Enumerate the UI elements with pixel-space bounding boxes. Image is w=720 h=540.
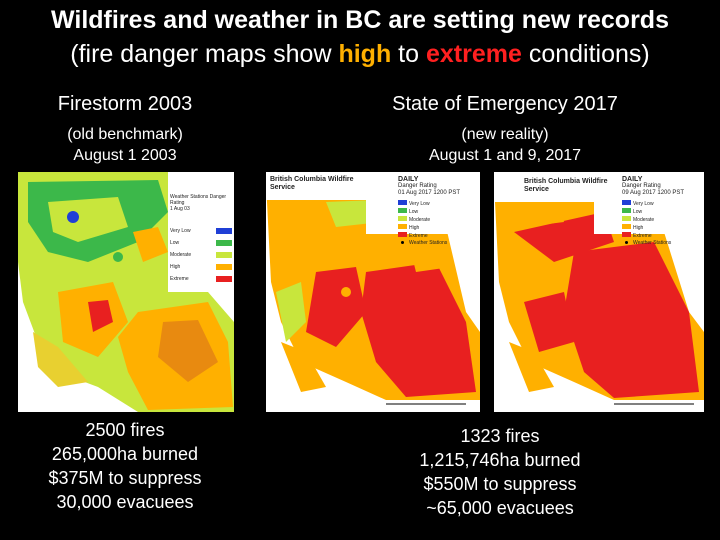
map-2003-legend-date: 1 Aug 03 xyxy=(170,206,190,212)
map-2003-legend-extreme: Extreme xyxy=(170,276,189,282)
map-2017-aug-9-rating: Danger Rating xyxy=(622,183,661,189)
very-low-swatch xyxy=(398,200,407,205)
map-2017-aug-1: British Columbia Wildfire Service DAILY … xyxy=(266,172,480,412)
map-2017-aug-9-header: British Columbia Wildfire Service xyxy=(524,178,614,194)
left-stat-cost: $375M to suppress xyxy=(48,468,202,488)
left-stat-evacuees: 30,000 evacuees xyxy=(56,492,194,512)
map-2003-legend-low: Low xyxy=(170,240,180,246)
extreme-swatch xyxy=(622,232,631,237)
slide-subtitle: (fire danger maps show high to extreme c… xyxy=(0,40,720,69)
map-2017-aug-9: British Columbia Wildfire Service DAILY … xyxy=(494,172,704,412)
map-2017-aug-1-rating: Danger Rating xyxy=(398,183,437,189)
map-2017-aug-9-legend-moderate: Moderate xyxy=(633,217,655,223)
right-stat-cost: $550M to suppress xyxy=(423,474,577,494)
map-2017-aug-9-legend: DAILY Danger Rating 09 Aug 2017 1200 PST… xyxy=(622,176,702,247)
map-2017-aug-9-org: British Columbia Wildfire Service xyxy=(524,178,608,193)
map-2003-image xyxy=(18,172,234,412)
map-2017-aug-1-legend-high: High xyxy=(409,225,420,231)
right-stat-fires: 1323 fires xyxy=(460,426,540,446)
map-2017-aug-1-org: British Columbia Wildfire Service xyxy=(270,176,354,191)
right-stat-evacuees: ~65,000 evacuees xyxy=(426,498,574,518)
map-2017-aug-1-legend-low: Low xyxy=(409,209,419,215)
map-2003: Weather Stations Danger Rating 1 Aug 03 … xyxy=(18,172,234,412)
weather-station-dot-icon xyxy=(625,241,628,244)
map-2017-aug-1-legend-extreme: Extreme xyxy=(409,233,428,239)
moderate-swatch xyxy=(216,252,232,258)
right-heading: State of Emergency 2017 xyxy=(392,93,618,115)
left-stat-fires: 2500 fires xyxy=(85,420,165,440)
subtitle-part-1: (fire danger maps show xyxy=(70,40,339,68)
map-2017-aug-9-date: 09 Aug 2017 1200 PST xyxy=(622,190,685,196)
extreme-swatch xyxy=(216,276,232,282)
right-subheading: (new reality) xyxy=(461,126,549,143)
moderate-swatch xyxy=(398,216,407,221)
map-2017-aug-9-daily: DAILY xyxy=(622,176,643,183)
subtitle-part-2: to xyxy=(391,40,426,68)
map-2003-legend: Weather Stations Danger Rating 1 Aug 03 … xyxy=(170,194,232,282)
map-2017-aug-1-legend: DAILY Danger Rating 01 Aug 2017 1200 PST… xyxy=(398,176,478,247)
left-heading: Firestorm 2003 xyxy=(57,93,193,115)
map-2017-aug-1-header: British Columbia Wildfire Service xyxy=(270,176,370,192)
high-swatch xyxy=(216,264,232,270)
high-swatch xyxy=(622,224,631,229)
map-2017-aug-9-legend-extreme: Extreme xyxy=(633,233,652,239)
left-date: August 1 2003 xyxy=(73,147,177,164)
right-stats: 1323 fires 1,215,746ha burned $550M to s… xyxy=(390,424,610,520)
map-2003-legend-moderate: Moderate xyxy=(170,252,192,258)
left-stats: 2500 fires 265,000ha burned $375M to sup… xyxy=(10,418,240,514)
map-2003-legend-title: Weather Stations Danger Rating xyxy=(170,194,227,206)
low-swatch xyxy=(398,208,407,213)
map-2003-legend-high: High xyxy=(170,264,181,270)
subtitle-part-3: conditions) xyxy=(521,40,650,68)
very-low-swatch xyxy=(216,228,232,234)
high-swatch xyxy=(398,224,407,229)
map-2017-aug-1-date: 01 Aug 2017 1200 PST xyxy=(398,190,461,196)
map-2017-aug-1-image xyxy=(266,172,480,405)
right-date: August 1 and 9, 2017 xyxy=(428,147,582,164)
map-2017-aug-9-legend-high: High xyxy=(633,225,644,231)
low-swatch xyxy=(622,208,631,213)
very-low-swatch xyxy=(622,200,631,205)
weather-station-dot-icon xyxy=(401,241,404,244)
subtitle-extreme: extreme xyxy=(425,40,522,68)
left-stat-burned: 265,000ha burned xyxy=(51,444,199,464)
map-2017-aug-1-legend-very-low: Very Low xyxy=(409,201,430,207)
map-2017-aug-1-daily: DAILY xyxy=(398,176,419,183)
map-2017-aug-1-legend-moderate: Moderate xyxy=(409,217,431,223)
map-2017-aug-9-legend-low: Low xyxy=(633,209,643,215)
subtitle-high: high xyxy=(338,40,392,68)
low-swatch xyxy=(216,240,232,246)
moderate-swatch xyxy=(622,216,631,221)
left-subheading: (old benchmark) xyxy=(67,126,183,143)
right-stat-burned: 1,215,746ha burned xyxy=(419,450,581,470)
map-2017-aug-9-legend-very-low: Very Low xyxy=(633,201,654,207)
map-2017-aug-9-image xyxy=(494,172,704,405)
map-2017-aug-1-legend-stations: Weather Stations xyxy=(409,240,448,246)
map-2003-legend-very-low: Very Low xyxy=(170,228,191,234)
slide-title: Wildfires and weather in BC are setting … xyxy=(51,6,669,34)
extreme-swatch xyxy=(398,232,407,237)
map-2017-aug-9-legend-stations: Weather Stations xyxy=(633,240,672,246)
